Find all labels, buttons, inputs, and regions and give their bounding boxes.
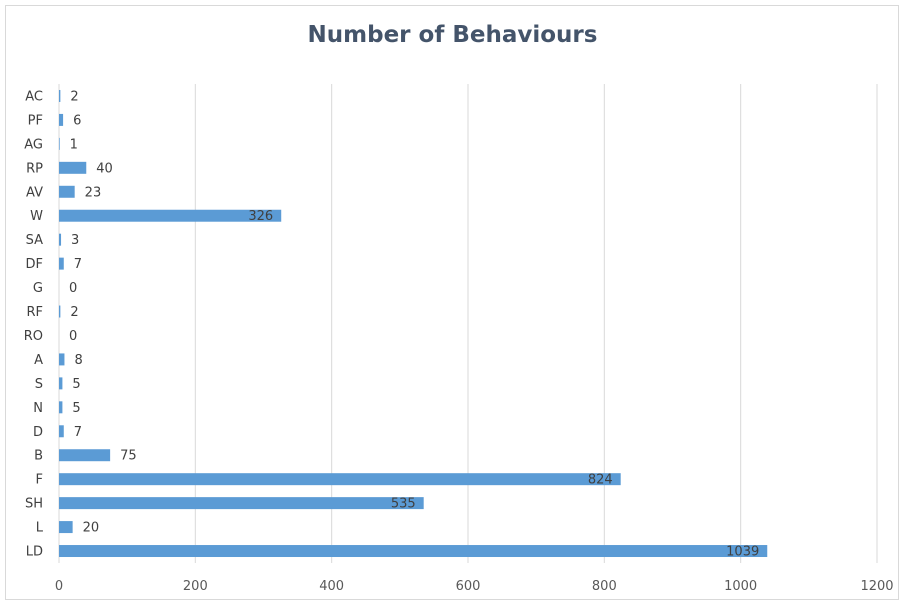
category-label-S: S xyxy=(35,377,43,392)
x-tick-label-200: 200 xyxy=(183,579,208,594)
data-label-A: 8 xyxy=(74,353,82,368)
bar-AC xyxy=(59,89,61,102)
x-tick-label-800: 800 xyxy=(592,579,617,594)
category-label-PF: PF xyxy=(28,113,43,128)
bar-L xyxy=(59,521,73,534)
category-label-RO: RO xyxy=(24,329,43,344)
bar-B xyxy=(59,449,111,462)
category-label-RP: RP xyxy=(26,161,43,176)
data-label-RF: 2 xyxy=(70,305,78,320)
category-label-AG: AG xyxy=(24,137,43,152)
data-label-L: 20 xyxy=(83,521,100,536)
bar-A xyxy=(59,353,65,366)
bar-AG xyxy=(59,137,60,150)
category-label-AC: AC xyxy=(25,89,43,104)
category-label-RF: RF xyxy=(26,305,43,320)
category-label-LD: LD xyxy=(26,545,43,560)
x-tick-label-1000: 1000 xyxy=(724,579,757,594)
category-label-A: A xyxy=(34,353,43,368)
bar-layer xyxy=(59,89,768,558)
data-label-B: 75 xyxy=(120,449,137,464)
x-tick-label-1200: 1200 xyxy=(860,579,893,594)
data-label-AC: 2 xyxy=(70,89,78,104)
category-label-D: D xyxy=(33,425,43,440)
category-label-W: W xyxy=(30,209,43,224)
x-tick-label-600: 600 xyxy=(456,579,481,594)
bar-SH xyxy=(59,497,424,510)
category-label-L: L xyxy=(36,521,44,536)
data-label-RP: 40 xyxy=(96,161,113,176)
bar-RP xyxy=(59,161,87,174)
data-label-F: 824 xyxy=(588,473,613,488)
data-label-PF: 6 xyxy=(73,113,81,128)
data-label-RO: 0 xyxy=(69,329,77,344)
category-label-DF: DF xyxy=(26,257,44,272)
bar-LD xyxy=(59,545,768,558)
category-label-B: B xyxy=(34,449,43,464)
bar-DF xyxy=(59,257,64,270)
data-label-N: 5 xyxy=(72,401,80,416)
bar-W xyxy=(59,209,282,222)
bar-S xyxy=(59,377,63,390)
category-label-SA: SA xyxy=(26,233,43,248)
bar-PF xyxy=(59,113,64,126)
data-label-LD: 1039 xyxy=(726,545,759,560)
data-label-SA: 3 xyxy=(71,233,79,248)
bar-N xyxy=(59,401,63,414)
category-label-SH: SH xyxy=(25,497,43,512)
data-label-S: 5 xyxy=(72,377,80,392)
category-label-AV: AV xyxy=(26,185,43,200)
bar-AV xyxy=(59,185,75,198)
bar-SA xyxy=(59,233,62,246)
data-label-D: 7 xyxy=(74,425,82,440)
data-label-SH: 535 xyxy=(391,497,416,512)
category-label-N: N xyxy=(33,401,43,416)
bar-RF xyxy=(59,305,61,318)
data-label-AG: 1 xyxy=(70,137,78,152)
category-label-F: F xyxy=(36,473,43,488)
category-label-G: G xyxy=(33,281,43,296)
x-tick-label-400: 400 xyxy=(319,579,344,594)
data-label-W: 326 xyxy=(248,209,273,224)
data-label-DF: 7 xyxy=(74,257,82,272)
chart-title: Number of Behaviours xyxy=(307,22,598,48)
data-label-AV: 23 xyxy=(85,185,102,200)
bar-F xyxy=(59,473,621,486)
data-label-G: 0 xyxy=(69,281,77,296)
bar-D xyxy=(59,425,64,438)
grid-layer xyxy=(58,84,878,563)
x-tick-label-0: 0 xyxy=(55,579,63,594)
